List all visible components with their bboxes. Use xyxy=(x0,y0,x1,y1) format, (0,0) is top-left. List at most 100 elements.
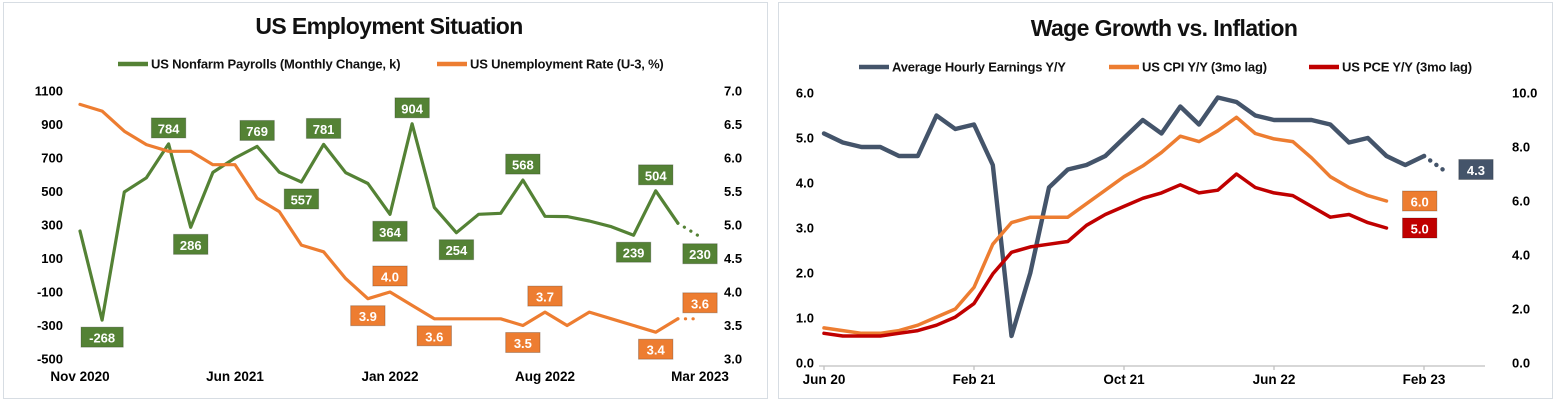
plot-area: 6.0 5.0 4.0 3.0 2.0 1.0 0.0 10.0 8.0 6.0 4.0 2.0 0.0… xyxy=(796,86,1537,388)
nonfarm-payrolls-data-label-box xyxy=(615,241,652,263)
x-axis-tick-label: Jun 2021 xyxy=(206,369,264,384)
nonfarm-payrolls-data-label-box xyxy=(438,239,475,261)
wage-inflation-chart: Wage Growth vs. Inflation Average Hourly… xyxy=(796,15,1537,388)
nonfarm-payrolls-data-label: -268 xyxy=(89,331,115,346)
nonfarm-payrolls-data-label: 557 xyxy=(291,192,313,207)
left-axis-tick-label: 500 xyxy=(41,184,63,199)
unemployment-rate-data-label-box xyxy=(638,338,674,360)
legend: US Nonfarm Payrolls (Monthly Change, k) … xyxy=(118,57,664,72)
nonfarm-payrolls-data-label: 254 xyxy=(446,243,468,258)
left-axis-tick-label: 5.0 xyxy=(796,131,814,146)
legend-label-unemployment: US Unemployment Rate (U-3, %) xyxy=(470,57,664,72)
right-axis-tick-label: 8.0 xyxy=(1512,140,1530,155)
right-axis-tick-label: 3.0 xyxy=(724,352,742,367)
unemployment-rate-data-label-box xyxy=(416,325,452,347)
left-axis-tick-label: 2.0 xyxy=(796,266,814,281)
left-axis-tick-label: 900 xyxy=(41,117,63,132)
unemployment-rate-data-label-box xyxy=(372,265,408,287)
left-axis-tick-label: 3.0 xyxy=(796,221,814,236)
us-pce-line xyxy=(822,172,1389,338)
left-axis-tick-label: -100 xyxy=(37,285,63,300)
right-axis-tick-label: 6.0 xyxy=(724,151,742,166)
us-cpi-data-label: 6.0 xyxy=(1411,195,1429,210)
right-axis-tick-label: 6.5 xyxy=(724,117,742,132)
nonfarm-payrolls-data-label-box xyxy=(394,97,430,119)
unemployment-rate-data-label: 3.7 xyxy=(536,290,554,305)
chart-title: Wage Growth vs. Inflation xyxy=(1031,15,1298,41)
nonfarm-payrolls-data-label-box xyxy=(150,117,187,139)
left-axis-tick-label: 700 xyxy=(41,151,63,166)
nonfarm-payrolls-forecast-dotted-line xyxy=(676,221,702,239)
nonfarm-payrolls-data-label-box xyxy=(173,233,209,255)
right-axis-tick-label: 2.0 xyxy=(1512,302,1530,317)
us-cpi-line xyxy=(822,115,1389,336)
unemployment-rate-line xyxy=(78,102,680,334)
unemployment-rate-data-label: 4.0 xyxy=(381,270,399,285)
unemployment-rate-data-label-box xyxy=(505,332,541,353)
legend-label-pce: US PCE Y/Y (3mo lag) xyxy=(1342,60,1472,75)
left-axis-tick-label: 100 xyxy=(41,251,63,266)
right-axis-tick-label: 10.0 xyxy=(1512,86,1537,101)
nonfarm-payrolls-data-label: 230 xyxy=(689,247,711,262)
nonfarm-payrolls-data-label-box xyxy=(505,153,541,175)
nonfarm-payrolls-data-label-box xyxy=(638,164,674,186)
nonfarm-payrolls-data-label-box xyxy=(283,188,320,210)
avg-hourly-earnings-data-label-box xyxy=(1458,159,1494,180)
right-axis-tick-label: 6.0 xyxy=(1512,194,1530,209)
unemployment-rate-data-label: 3.5 xyxy=(514,336,532,351)
x-axis-tick-label: Aug 2022 xyxy=(515,369,575,384)
avg-hourly-earnings-data-label: 4.3 xyxy=(1467,163,1485,178)
unemployment-rate-data-label: 3.6 xyxy=(425,329,443,344)
left-axis-tick-label: -500 xyxy=(37,352,63,367)
nonfarm-payrolls-data-label: 239 xyxy=(623,246,645,261)
x-axis-tick-label: Mar 2023 xyxy=(671,369,729,384)
unemployment-rate-data-label: 3.9 xyxy=(359,309,377,324)
right-axis-tick-label: 7.0 xyxy=(724,84,742,99)
avg-hourly-earnings-forecast-dotted-line xyxy=(1421,153,1445,172)
left-axis-tick-label: 6.0 xyxy=(796,86,814,101)
nonfarm-payrolls-data-label-box xyxy=(239,119,275,141)
chart-title: US Employment Situation xyxy=(255,13,522,39)
x-axis-tick-label: Feb 21 xyxy=(953,372,996,387)
x-axis-tick-label: Jun 20 xyxy=(803,372,846,387)
right-axis-tick-label: 5.5 xyxy=(724,184,742,199)
x-axis-tick-label: Nov 2020 xyxy=(50,369,109,384)
nonfarm-payrolls-data-label: 904 xyxy=(401,101,423,116)
nonfarm-payrolls-data-label: 784 xyxy=(158,121,180,136)
unemployment-rate-data-label: 3.4 xyxy=(647,343,666,358)
legend-label-earnings: Average Hourly Earnings Y/Y xyxy=(892,60,1066,75)
left-axis-tick-label: 0.0 xyxy=(796,356,814,371)
unemployment-rate-data-label-box xyxy=(350,305,386,327)
x-axis-tick-label: Jan 2022 xyxy=(361,369,418,384)
x-axis-tick-label: Oct 21 xyxy=(1103,372,1145,387)
nonfarm-payrolls-data-label: 769 xyxy=(246,124,268,139)
legend-label-cpi: US CPI Y/Y (3mo lag) xyxy=(1142,60,1267,75)
legend: Average Hourly Earnings Y/Y US CPI Y/Y (… xyxy=(859,60,1472,75)
us-pce-data-label: 5.0 xyxy=(1411,222,1429,237)
right-axis-tick-label: 3.5 xyxy=(724,318,742,333)
unemployment-rate-data-label: 3.6 xyxy=(691,296,709,311)
left-axis-tick-label: 4.0 xyxy=(796,176,814,191)
left-axis-tick-label: 1.0 xyxy=(796,311,814,326)
left-axis-tick-label: -300 xyxy=(37,318,63,333)
nonfarm-payrolls-line xyxy=(78,122,680,322)
nonfarm-payrolls-data-label: 568 xyxy=(512,158,534,173)
x-axis-tick-label: Feb 23 xyxy=(1403,372,1446,387)
employment-chart-card: US Employment Situation US Nonfarm Payro… xyxy=(3,2,768,399)
plot-area: 1100 900 700 500 300 100 -100 -300 -500 7.0 6.5 6.0… xyxy=(35,84,742,385)
nonfarm-payrolls-data-label: 781 xyxy=(313,122,335,137)
us-pce-data-label-box xyxy=(1402,217,1438,239)
nonfarm-payrolls-data-label-box xyxy=(372,220,408,242)
nonfarm-payrolls-data-label: 286 xyxy=(180,238,202,253)
unemployment-rate-data-label-box xyxy=(527,285,563,307)
right-axis-tick-label: 5.0 xyxy=(724,218,742,233)
unemployment-rate-data-label-box xyxy=(682,292,718,314)
employment-chart: US Employment Situation US Nonfarm Payro… xyxy=(35,13,742,385)
left-axis-tick-label: 1100 xyxy=(35,84,63,99)
x-axis-tick-label: Jun 22 xyxy=(1253,372,1296,387)
nonfarm-payrolls-data-label-box xyxy=(80,326,124,348)
avg-hourly-earnings-line xyxy=(821,95,1427,339)
nonfarm-payrolls-data-label: 504 xyxy=(645,168,667,183)
right-axis-tick-label: 0.0 xyxy=(1512,356,1530,371)
